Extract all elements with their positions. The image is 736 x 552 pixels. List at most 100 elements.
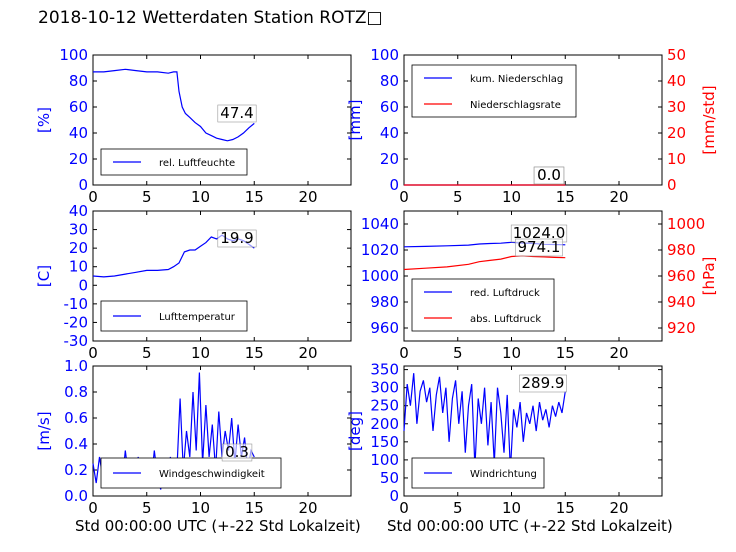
plot-p1: 0 5 10 15 20 0 20 40 60 80 100 [%] rel. Luftfeuchte 4… bbox=[35, 46, 352, 206]
y-tick-label: 50 bbox=[380, 469, 399, 487]
legend-label: Lufttemperatur bbox=[159, 312, 236, 323]
value-annotation-box bbox=[217, 229, 257, 248]
legend-label: Windgeschwindigkeit bbox=[159, 469, 265, 480]
y-tick-label: 0 bbox=[78, 176, 88, 194]
x-tick-label: 10 bbox=[191, 344, 210, 362]
y-tick-label: 30 bbox=[69, 221, 88, 239]
y-tick-label: -20 bbox=[64, 313, 89, 331]
x-tick-label: 5 bbox=[142, 499, 152, 517]
series-line-abs-luftdruck bbox=[403, 255, 566, 271]
y-tick-label: 0.4 bbox=[64, 435, 88, 453]
y-tick-label: 40 bbox=[69, 202, 88, 220]
value-annotation: 974.1 bbox=[518, 238, 561, 256]
value-annotation-box bbox=[515, 238, 563, 257]
y-tick-label: -10 bbox=[64, 295, 89, 313]
y-tick-label: 300 bbox=[370, 379, 399, 397]
legend-box bbox=[411, 278, 555, 332]
y2-tick-label: 20 bbox=[667, 124, 686, 142]
plot-p5: 0 5 10 15 20 0.0 0.2 0.4 0.6 0.8 1.0 [m/s] Windgesch… bbox=[35, 357, 352, 517]
x-tick-label: 15 bbox=[245, 499, 264, 517]
y-tick-label: 1040 bbox=[361, 215, 399, 233]
legend-label: red. Luftdruck bbox=[470, 288, 540, 299]
y-tick-label: 0.0 bbox=[64, 487, 88, 505]
y-tick-label: 200 bbox=[370, 415, 399, 433]
y-tick-label: 0 bbox=[78, 276, 88, 294]
y-tick-label: 1000 bbox=[361, 267, 399, 285]
x-tick-label: 5 bbox=[453, 188, 463, 206]
y2-tick-label: 30 bbox=[667, 98, 686, 116]
x-tick-label: 5 bbox=[453, 344, 463, 362]
x-tick-label: 5 bbox=[142, 344, 152, 362]
y-tick-label: 350 bbox=[370, 361, 399, 379]
y2-tick-label: 0 bbox=[667, 176, 677, 194]
value-annotation-box bbox=[519, 374, 567, 393]
y-tick-label: 100 bbox=[370, 46, 399, 64]
y2-tick-label: 10 bbox=[667, 150, 686, 168]
y-tick-label: 10 bbox=[69, 258, 88, 276]
y-tick-label: 80 bbox=[69, 72, 88, 90]
page-title: 2018-10-12 Wetterdaten Station ROTZ□ bbox=[38, 8, 383, 28]
x-axis-label-right: Std 00:00:00 UTC (+-22 Std Lokalzeit) bbox=[387, 517, 673, 535]
x-tick-label: 20 bbox=[609, 188, 628, 206]
y-tick-label: 960 bbox=[370, 319, 399, 337]
x-tick-label: 20 bbox=[609, 499, 628, 517]
y-tick-label: 100 bbox=[59, 46, 88, 64]
legend-label: rel. Luftfeuchte bbox=[159, 158, 235, 169]
y-tick-label: 1.0 bbox=[64, 357, 88, 375]
x-axis-label-left: Std 00:00:00 UTC (+-22 Std Lokalzeit) bbox=[75, 517, 361, 535]
legend-label: Niederschlagsrate bbox=[470, 100, 561, 111]
y-tick-label: 0.2 bbox=[64, 461, 88, 479]
x-tick-label: 0 bbox=[88, 188, 98, 206]
plot-p2: 0 5 10 15 20 0 20 40 60 80 100 [mm] 0 10 20 30 40 50 [mm/s… bbox=[346, 46, 718, 206]
x-tick-label: 15 bbox=[556, 188, 575, 206]
legend-label: abs. Luftdruck bbox=[470, 314, 541, 325]
value-annotation: 0.0 bbox=[537, 166, 561, 184]
x-tick-label: 5 bbox=[453, 499, 463, 517]
legend-label: Windrichtung bbox=[470, 469, 537, 480]
x-tick-label: 20 bbox=[298, 499, 317, 517]
y2-tick-label: 50 bbox=[667, 46, 686, 64]
plot-p3: 0 5 10 15 20-30-20-10010203040[C]Lufttempera… bbox=[35, 202, 352, 362]
y-tick-label: 0 bbox=[389, 176, 399, 194]
y-axis-label: [mm] bbox=[346, 100, 364, 141]
plot-p4: 0 5 10 15 20 960 980 1000 1020 1040 920 940 960 980 10… bbox=[361, 210, 718, 362]
y2-tick-label: 960 bbox=[667, 267, 696, 285]
x-tick-label: 0 bbox=[399, 344, 409, 362]
y-tick-label: -30 bbox=[64, 332, 89, 350]
value-annotation: 1024.0 bbox=[513, 224, 566, 242]
y2-axis-label: [mm/std] bbox=[700, 85, 718, 154]
y-tick-label: 100 bbox=[370, 451, 399, 469]
x-tick-label: 20 bbox=[298, 344, 317, 362]
y-tick-label: 60 bbox=[380, 98, 399, 116]
y2-axis-label: [hPa] bbox=[700, 257, 718, 296]
y-tick-label: 40 bbox=[380, 124, 399, 142]
y-axis-label: [m/s] bbox=[35, 411, 53, 450]
value-annotation-box bbox=[533, 166, 565, 185]
value-annotation-box bbox=[217, 104, 257, 123]
y-tick-label: 20 bbox=[69, 150, 88, 168]
x-tick-label: 10 bbox=[502, 188, 521, 206]
x-tick-label: 15 bbox=[556, 499, 575, 517]
x-tick-label: 20 bbox=[609, 344, 628, 362]
x-tick-label: 10 bbox=[502, 344, 521, 362]
x-tick-label: 0 bbox=[399, 188, 409, 206]
x-tick-label: 15 bbox=[245, 188, 264, 206]
y-tick-label: 80 bbox=[380, 72, 399, 90]
x-tick-label: 10 bbox=[502, 499, 521, 517]
y2-tick-label: 940 bbox=[667, 293, 696, 311]
y-tick-label: 20 bbox=[380, 150, 399, 168]
y-tick-label: 1020 bbox=[361, 241, 399, 259]
y2-tick-label: 40 bbox=[667, 72, 686, 90]
y-axis-label: [C] bbox=[35, 265, 53, 287]
y2-tick-label: 920 bbox=[667, 319, 696, 337]
plot-p6: 0 5 10 15 20050100150200250300350[deg]Windri… bbox=[346, 361, 663, 517]
x-tick-label: 5 bbox=[142, 188, 152, 206]
x-tick-label: 15 bbox=[245, 344, 264, 362]
series-line-windrichtung bbox=[403, 373, 566, 471]
y2-tick-label: 980 bbox=[667, 241, 696, 259]
x-tick-label: 15 bbox=[556, 344, 575, 362]
y-axis-label: [%] bbox=[35, 107, 53, 133]
x-tick-label: 0 bbox=[88, 499, 98, 517]
series-line-rel-luftfeuchte bbox=[93, 68, 255, 142]
